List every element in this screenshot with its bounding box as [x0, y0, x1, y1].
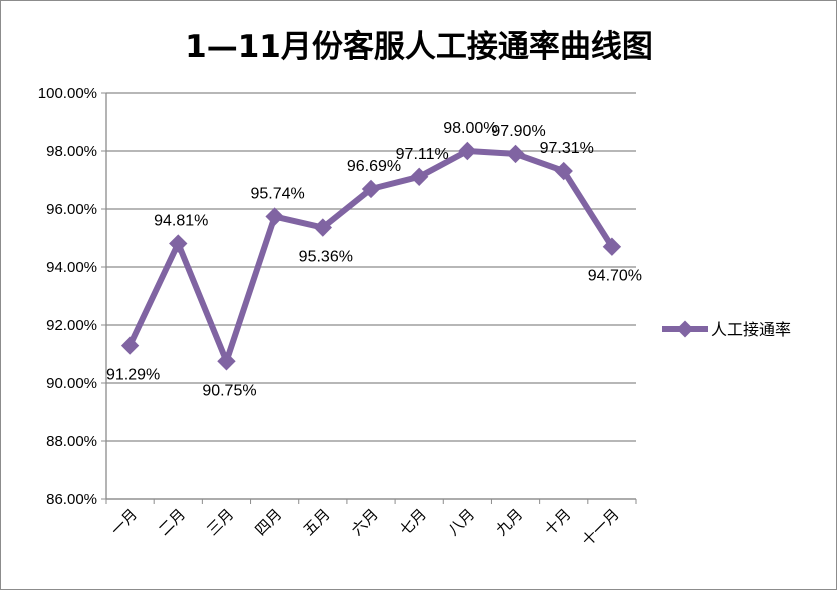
- data-label: 95.74%: [251, 186, 305, 203]
- data-label: 98.00%: [443, 120, 497, 137]
- x-tick-label: 三月: [204, 506, 237, 539]
- legend-marker: [676, 320, 694, 338]
- data-label: 97.11%: [396, 146, 449, 163]
- x-tick-label: 六月: [349, 506, 382, 539]
- data-point: [265, 207, 284, 226]
- x-tick-label: 五月: [300, 506, 333, 539]
- gridlines: [101, 92, 636, 500]
- x-tick-label: 十一月: [579, 506, 623, 550]
- y-tick-label: 98.00%: [46, 143, 97, 160]
- x-axis-ticks: 一月 二月 三月 四月 五月 六月 七月 八月 九月 十月 十一月: [108, 506, 623, 550]
- data-label: 94.70%: [588, 268, 642, 285]
- data-point: [120, 336, 140, 355]
- x-tick-label: 九月: [493, 506, 526, 539]
- data-point: [217, 352, 236, 371]
- data-label: 96.69%: [347, 158, 401, 175]
- y-tick-label: 96.00%: [46, 201, 97, 218]
- data-label: 97.90%: [491, 123, 545, 140]
- legend-label: 人工接通率: [711, 320, 791, 339]
- data-label: 97.31%: [540, 140, 594, 157]
- legend: 人工接通率: [662, 320, 791, 339]
- x-tick-label: 十月: [541, 506, 574, 539]
- y-tick-label: 90.00%: [46, 375, 97, 392]
- data-point: [506, 144, 525, 164]
- y-tick-label: 88.00%: [46, 433, 97, 450]
- data-point: [169, 234, 188, 253]
- x-tick-label: 一月: [108, 506, 141, 539]
- chart-title: 1—11月份客服人工接通率曲线图: [185, 29, 653, 65]
- data-point: [458, 141, 477, 161]
- x-tick-label: 四月: [252, 506, 285, 539]
- x-tick-label: 二月: [156, 506, 189, 539]
- data-label: 94.81%: [154, 213, 208, 230]
- y-tick-label: 92.00%: [46, 317, 97, 334]
- data-labels: 91.29% 94.81% 90.75% 95.74% 95.36% 96.69%97.1…: [106, 120, 642, 399]
- data-label: 90.75%: [202, 382, 256, 399]
- y-tick-label: 94.00%: [46, 259, 97, 276]
- x-tick-label: 八月: [445, 506, 478, 539]
- data-point: [554, 161, 573, 181]
- y-tick-label: 86.00%: [46, 491, 97, 508]
- series-人工接通率: [120, 141, 622, 371]
- data-point: [602, 237, 622, 256]
- x-tick-label: 七月: [397, 506, 430, 539]
- data-point: [361, 179, 381, 199]
- data-label: 91.29%: [106, 367, 160, 384]
- data-label: 95.36%: [299, 249, 353, 266]
- y-axis-ticks: 86.00% 88.00% 90.00% 92.00% 94.00% 96.00% 98.0…: [38, 85, 97, 508]
- data-point: [409, 167, 429, 187]
- data-point: [313, 218, 333, 237]
- y-tick-label: 100.00%: [38, 85, 97, 102]
- axes: [105, 93, 637, 504]
